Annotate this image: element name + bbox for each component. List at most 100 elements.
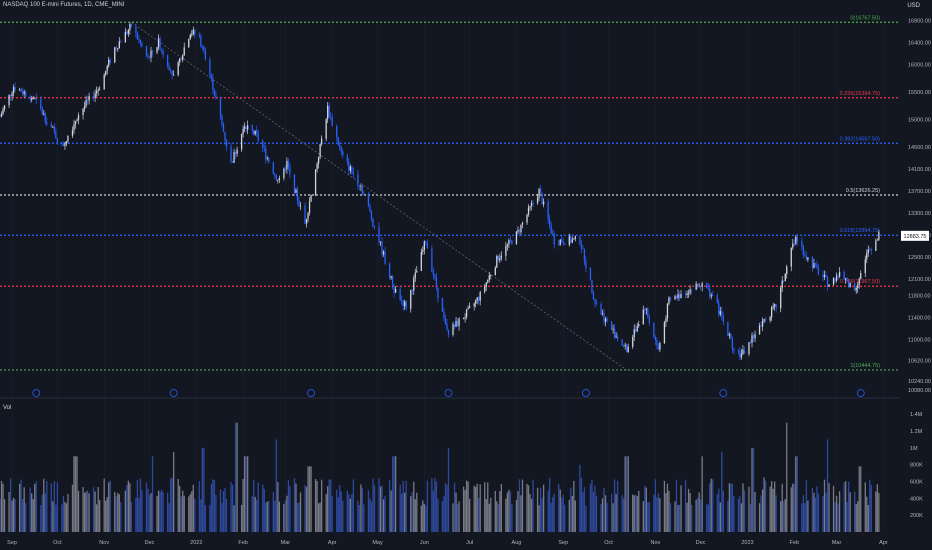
volume-bar (212, 479, 214, 532)
volume-bar (245, 456, 247, 532)
volume-bar (817, 493, 820, 532)
volume-bar (538, 505, 540, 532)
candle-body (680, 293, 682, 299)
candle-body (526, 214, 528, 223)
volume-bar (213, 480, 216, 532)
candle-body (752, 335, 755, 339)
candle-body (157, 38, 160, 48)
volume-bar (613, 479, 616, 532)
volume-bar (234, 422, 237, 532)
volume-bar (678, 504, 681, 532)
candle-body (739, 351, 741, 358)
candle-body (616, 336, 619, 340)
volume-bar (674, 501, 676, 532)
candle-body (212, 78, 214, 91)
candle-body (426, 242, 428, 249)
volume-bar (795, 456, 797, 532)
volume-bar (251, 496, 253, 532)
volume-bar (22, 499, 24, 532)
candle-body (848, 281, 850, 288)
candle-body (574, 236, 576, 239)
candle-body (690, 289, 693, 291)
candle-body (65, 140, 68, 144)
volume-bar (568, 499, 570, 532)
candle-body (743, 349, 746, 354)
volume-bar (379, 486, 382, 532)
candle-body (603, 313, 605, 322)
candle-body (236, 149, 238, 154)
candle-body (737, 350, 740, 352)
volume-bar (67, 494, 69, 532)
candle-body (801, 240, 803, 247)
candle-body (44, 113, 46, 123)
candle-body (536, 197, 539, 204)
candle-body (114, 47, 116, 63)
currency-label: USD (907, 3, 920, 9)
candle-body (425, 241, 427, 243)
volume-bar (431, 478, 433, 532)
volume-bar (393, 456, 395, 532)
candle-body (814, 263, 817, 265)
volume-tick-label: 1.4M (910, 412, 923, 418)
candle-body (844, 278, 847, 280)
candle-body (189, 34, 191, 40)
volume-bar (846, 502, 848, 532)
candle-body (2, 109, 4, 114)
candle-body (370, 211, 373, 219)
volume-bar (305, 486, 308, 532)
volume-bar (401, 493, 403, 532)
volume-bar (166, 492, 169, 532)
candle-body (71, 130, 74, 136)
candle-body (336, 126, 338, 138)
volume-bar (468, 498, 471, 532)
volume-bar (838, 491, 841, 532)
volume-bar (83, 492, 86, 532)
candle-body (130, 24, 133, 27)
candle-body (561, 239, 563, 243)
volume-bar (603, 487, 605, 532)
candle-body (32, 97, 34, 99)
candle-body (754, 334, 756, 339)
volume-bar (25, 503, 27, 532)
candle-body (822, 274, 824, 278)
volume-bar (517, 491, 519, 532)
candle-body (76, 119, 78, 122)
candle-body (330, 116, 332, 118)
volume-bar (796, 456, 798, 532)
volume-bar (623, 498, 625, 532)
volume-bars (0, 422, 880, 532)
volume-bar (610, 493, 613, 532)
volume-bar (758, 503, 761, 532)
volume-bar (749, 503, 752, 532)
volume-bar (774, 481, 776, 532)
candle-body (363, 193, 365, 195)
volume-bar (494, 490, 496, 532)
candle-body (484, 286, 486, 292)
volume-bar (157, 490, 160, 532)
candle-body (855, 288, 857, 291)
candle-body (151, 50, 154, 53)
volume-bar (616, 480, 619, 532)
volume-bar (43, 478, 45, 532)
candle-body (876, 239, 878, 241)
event-marker-icon (169, 389, 178, 397)
candle-body (849, 283, 851, 288)
volume-bar (420, 505, 422, 532)
volume-bar (811, 487, 814, 532)
candle-body (147, 55, 149, 57)
volume-bar (233, 505, 235, 532)
candle-body (188, 39, 190, 48)
candle-body (624, 344, 626, 347)
volume-bar (171, 477, 173, 532)
volume-bar (435, 481, 438, 532)
candle-body (835, 275, 838, 281)
candle-body (160, 49, 163, 51)
candle-body (50, 123, 52, 128)
candle-body (372, 218, 374, 227)
volume-bar (192, 484, 194, 532)
candle-body (64, 143, 66, 146)
volume-tick-label: 1.2M (910, 429, 923, 435)
candle-body (295, 189, 297, 194)
candle-body (108, 59, 110, 66)
